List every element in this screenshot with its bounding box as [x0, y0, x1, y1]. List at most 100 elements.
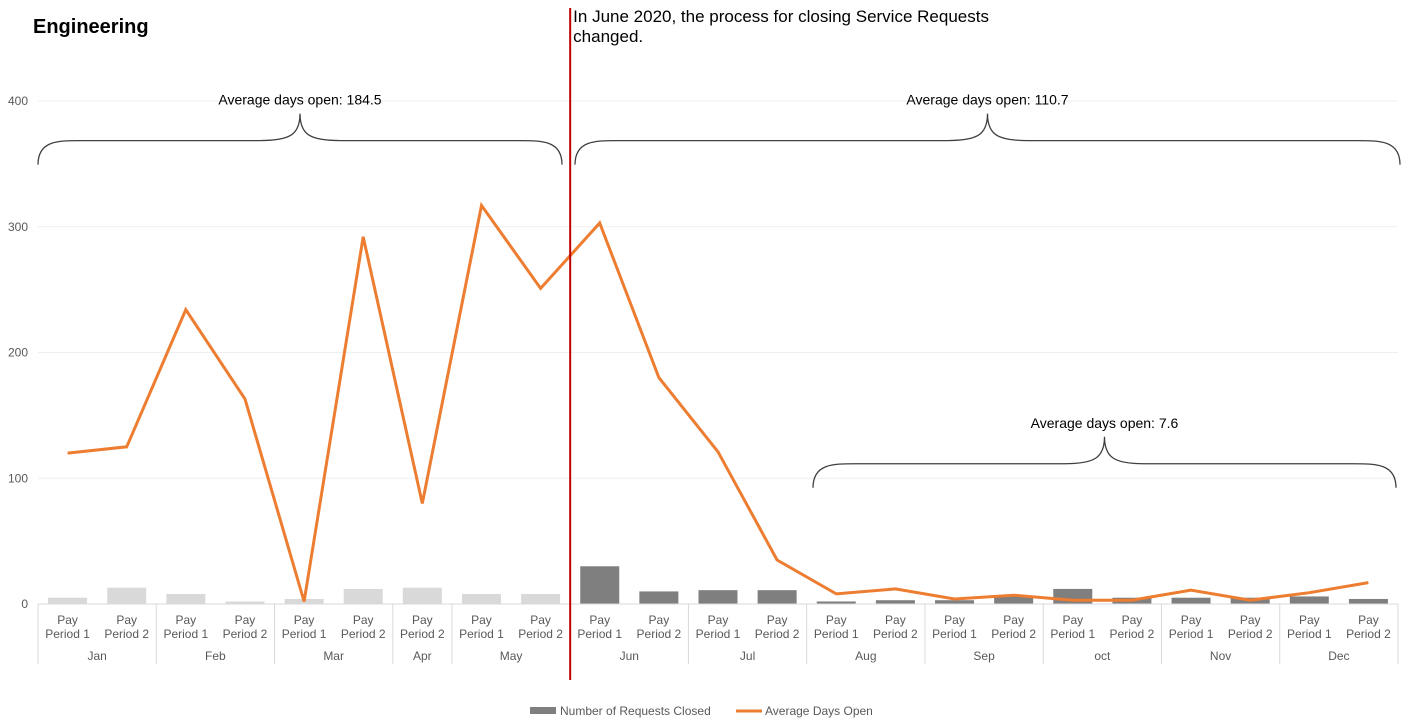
x-tick-label: Pay [1299, 613, 1320, 627]
bar [698, 590, 738, 604]
chart-title: Engineering [33, 16, 149, 38]
line-series [67, 201, 1369, 602]
x-tick-label: Pay [1003, 613, 1024, 627]
x-tick-label: Pay [353, 613, 374, 627]
month-label: Dec [1328, 649, 1349, 663]
x-tick-label: Period 2 [223, 627, 268, 641]
month-label: Apr [413, 649, 432, 663]
x-tick-label: Period 2 [637, 627, 682, 641]
bar [639, 591, 679, 604]
bar [757, 590, 797, 604]
x-tick-label: Period 1 [45, 627, 90, 641]
x-tick-label: Period 2 [341, 627, 386, 641]
bar [402, 587, 442, 604]
brace [574, 113, 1401, 165]
x-tick-label: Pay [1240, 613, 1261, 627]
bar [166, 593, 206, 604]
month-label: May [500, 649, 523, 663]
bar [521, 593, 561, 604]
bar [107, 587, 147, 604]
x-tick-label: Pay [1122, 613, 1143, 627]
gridlines [38, 100, 1398, 479]
x-tick-label: Period 2 [873, 627, 918, 641]
x-tick-label: Period 1 [577, 627, 622, 641]
month-label: Jun [620, 649, 639, 663]
x-tick-label: Period 2 [1110, 627, 1155, 641]
bar [1348, 598, 1388, 604]
process-change-note: In June 2020, the process for closing Se… [573, 7, 989, 46]
bar [461, 593, 501, 604]
bar [935, 600, 975, 604]
x-tick-label: Pay [471, 613, 492, 627]
legend: Number of Requests Closed Average Days Op… [530, 704, 873, 718]
month-label: Aug [855, 649, 876, 663]
bar [580, 566, 620, 604]
brace-label: Average days open: 7.6 [1031, 415, 1179, 431]
x-tick-label: Pay [944, 613, 965, 627]
month-label: Nov [1210, 649, 1231, 663]
x-tick-label: Period 1 [1169, 627, 1214, 641]
month-label: Jan [87, 649, 106, 663]
note-line: changed. [573, 27, 643, 46]
y-tick-label: 400 [8, 94, 28, 108]
brace-label: Average days open: 110.7 [906, 92, 1068, 108]
x-tick-label: Period 2 [755, 627, 800, 641]
legend-label: Number of Requests Closed [560, 704, 711, 718]
y-axis: 0 100 200 300 400 [8, 94, 28, 611]
brace [812, 436, 1397, 488]
x-tick-label: Pay [1358, 613, 1379, 627]
x-tick-label: Period 1 [163, 627, 208, 641]
x-tick-label: Pay [1062, 613, 1083, 627]
x-tick-label: Period 2 [1228, 627, 1273, 641]
y-tick-label: 300 [8, 220, 28, 234]
bar [1171, 597, 1211, 604]
x-tick-label: Pay [116, 613, 137, 627]
x-tick-label: Pay [885, 613, 906, 627]
x-tick-label: Period 2 [400, 627, 445, 641]
x-tick-label: Period 1 [696, 627, 741, 641]
bar [1289, 596, 1329, 604]
x-tick-label: Pay [175, 613, 196, 627]
legend-label: Average Days Open [765, 704, 873, 718]
bar [343, 588, 383, 604]
brace-label: Average days open: 184.5 [218, 92, 381, 108]
x-tick-label: Pay [589, 613, 610, 627]
y-tick-label: 200 [8, 346, 28, 360]
y-tick-label: 100 [8, 471, 28, 485]
month-label: Jul [740, 649, 755, 663]
legend-swatch-bar [530, 707, 556, 714]
month-label: Sep [973, 649, 995, 663]
x-tick-label: Period 1 [282, 627, 327, 641]
note-line: In June 2020, the process for closing Se… [573, 7, 989, 26]
bar [816, 601, 856, 604]
month-label: oct [1094, 649, 1111, 663]
bar [1053, 588, 1093, 604]
y-tick-label: 0 [21, 597, 28, 611]
x-tick-label: Period 1 [932, 627, 977, 641]
x-tick-label: Period 1 [1287, 627, 1332, 641]
x-tick-label: Period 2 [518, 627, 563, 641]
x-tick-label: Pay [708, 613, 729, 627]
x-tick-label: Period 2 [991, 627, 1036, 641]
bar [994, 596, 1034, 604]
x-tick-label: Pay [294, 613, 315, 627]
x-tick-label: Period 1 [1050, 627, 1095, 641]
brace [37, 113, 563, 165]
x-tick-label: Period 2 [104, 627, 149, 641]
bar [48, 597, 88, 604]
bar [225, 601, 265, 604]
x-tick-label: Period 2 [1346, 627, 1391, 641]
x-tick-label: Pay [767, 613, 788, 627]
month-label: Mar [323, 649, 344, 663]
average-days-open-line [67, 201, 1369, 602]
x-tick-label: Pay [235, 613, 256, 627]
month-label: Feb [205, 649, 226, 663]
x-tick-label: Pay [530, 613, 551, 627]
brace-annotations: Average days open: 184.5 Average days ope… [37, 92, 1401, 488]
bar-series [48, 566, 1388, 604]
x-tick-label: Pay [57, 613, 78, 627]
bar [875, 600, 915, 604]
x-tick-label: Pay [826, 613, 847, 627]
